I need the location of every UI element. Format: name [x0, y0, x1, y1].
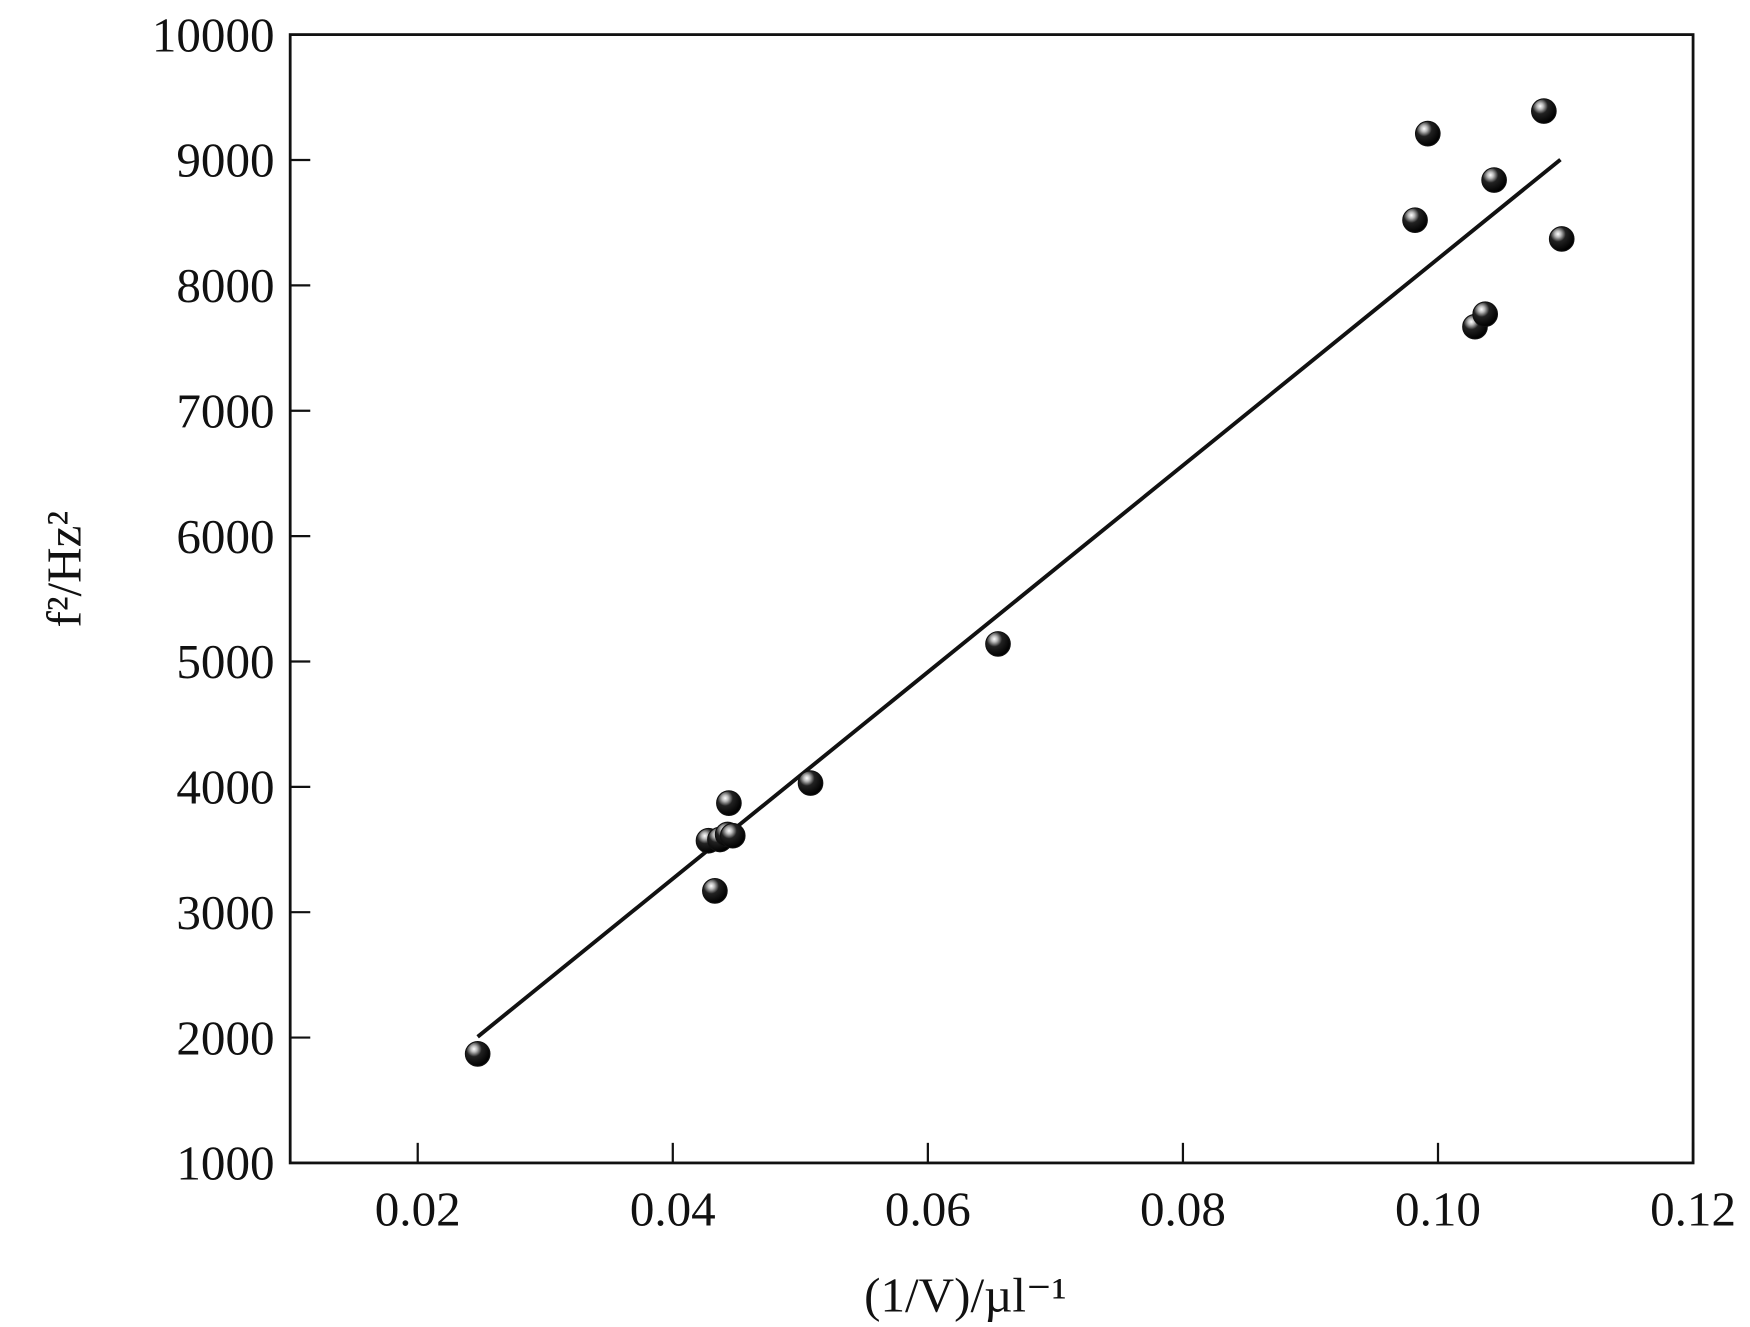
data-point [1481, 167, 1507, 193]
y-tick-label: 8000 [176, 258, 274, 313]
x-tick-label: 0.10 [1395, 1181, 1481, 1236]
data-point [1414, 120, 1441, 147]
y-tick-label: 3000 [176, 885, 274, 940]
y-axis-label: f²/Hz² [36, 511, 91, 628]
data-point [1548, 226, 1575, 252]
x-tick-label: 0.06 [885, 1181, 971, 1236]
data-point [1472, 301, 1499, 328]
data-point [719, 822, 746, 849]
y-tick-label: 1000 [176, 1136, 274, 1191]
y-tick-label: 4000 [176, 760, 274, 815]
data-point [797, 770, 824, 796]
data-point [702, 878, 728, 904]
y-tick-label: 6000 [176, 509, 274, 564]
x-tick-label: 0.04 [630, 1181, 716, 1236]
y-tick-label: 2000 [176, 1010, 274, 1065]
y-tick-label: 7000 [176, 383, 274, 438]
data-point [1402, 207, 1428, 233]
data-point [985, 631, 1011, 657]
y-tick-label: 5000 [176, 634, 274, 689]
data-point [716, 790, 742, 816]
x-axis-label: (1/V)/µl⁻¹ [864, 1267, 1067, 1322]
fit-line [476, 158, 1562, 1039]
x-tick-label: 0.08 [1140, 1181, 1226, 1236]
plot-frame [288, 33, 1695, 1165]
data-point [1531, 98, 1557, 124]
x-tick-label: 0.02 [375, 1181, 461, 1236]
y-tick-label: 9000 [176, 133, 274, 188]
data-point [464, 1041, 491, 1067]
y-tick-label: 10000 [152, 7, 275, 62]
x-tick-label: 0.12 [1650, 1181, 1736, 1236]
